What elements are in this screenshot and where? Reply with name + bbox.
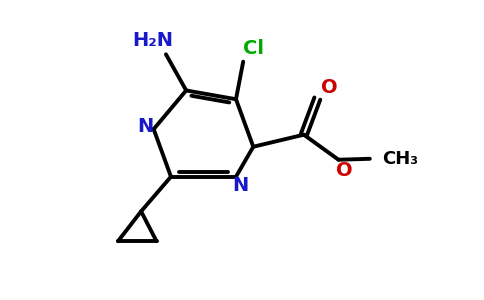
Text: O: O (321, 79, 338, 98)
Text: O: O (336, 161, 353, 180)
Text: N: N (233, 176, 249, 195)
Text: Cl: Cl (243, 39, 264, 58)
Text: N: N (137, 117, 153, 136)
Text: H₂N: H₂N (132, 31, 173, 50)
Text: CH₃: CH₃ (382, 150, 418, 168)
